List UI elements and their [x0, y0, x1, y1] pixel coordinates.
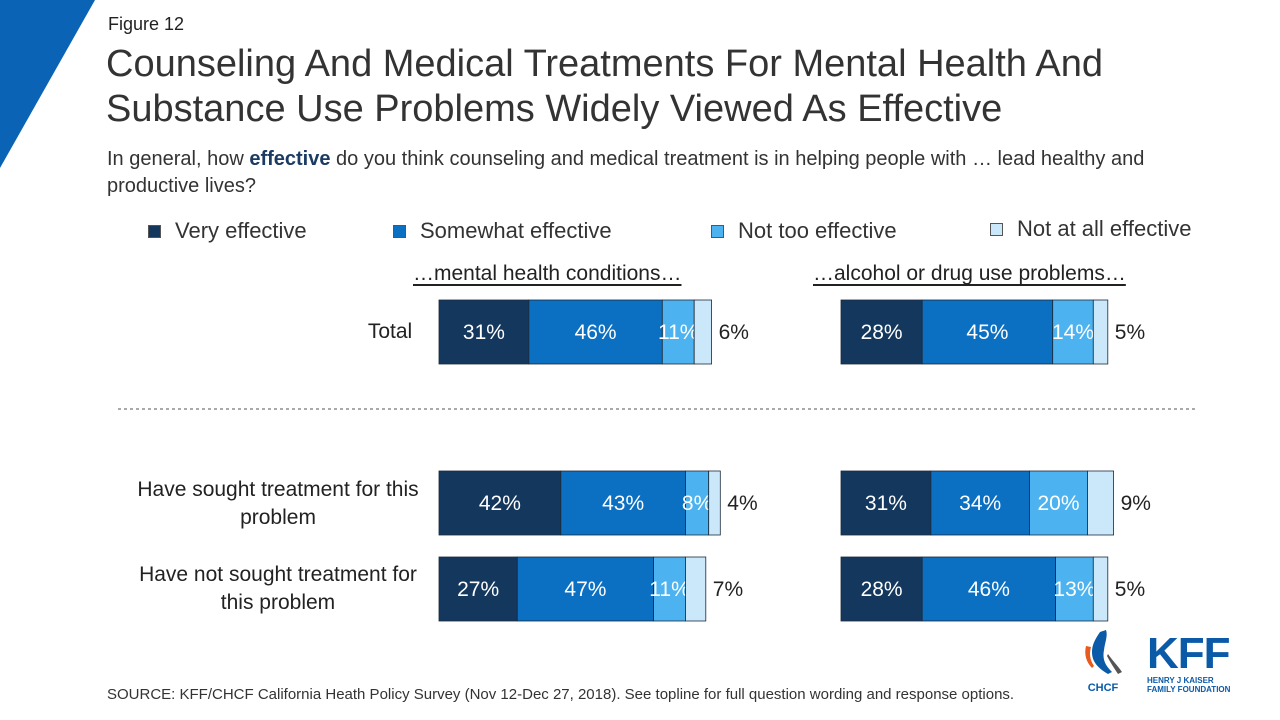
question-prefix: In general, how [107, 148, 250, 170]
bar-substance-row0-not-too [1052, 299, 1094, 365]
source-note: SOURCE: KFF/CHCF California Heath Policy… [107, 686, 1015, 703]
legend-swatch-very [148, 224, 161, 238]
bar-substance-row2-not-too [1055, 556, 1094, 622]
label-substance-row1-not-too: 20% [1037, 492, 1079, 515]
label-substance-row0-not-at-all: 5% [1115, 321, 1145, 344]
bar-substance-row1-somewhat [930, 470, 1030, 536]
legend-label-very: Very effective [175, 218, 307, 243]
bar-mental-row2-very [438, 556, 518, 622]
corner-decoration [0, 0, 95, 168]
bar-substance-row0-not-at-all [1092, 299, 1109, 365]
panel-title-mental-health: …mental health conditions… [413, 262, 682, 285]
label-substance-row0-very: 28% [861, 321, 903, 344]
panel-title-substance-use: …alcohol or drug use problems… [813, 262, 1126, 285]
question-suffix: do you think counseling and medical trea… [107, 148, 1145, 197]
label-substance-row1-somewhat: 34% [959, 492, 1001, 515]
bar-mental-row2-not-at-all [685, 556, 707, 622]
bar-mental-row0-not-too [661, 299, 695, 365]
legend-swatch-not-too [711, 224, 724, 238]
label-mental-row2-somewhat: 47% [564, 578, 606, 601]
bar-mental-row1-not-at-all [708, 470, 721, 536]
label-substance-row0-somewhat: 45% [966, 321, 1008, 344]
label-substance-row2-not-at-all: 5% [1115, 578, 1145, 601]
legend-somewhat-effective: Somewhat effective [393, 218, 612, 244]
legend-label-not-at-all: Not at all effective [1017, 216, 1192, 241]
legend-very-effective: Very effective [148, 218, 307, 244]
bar-substance-row1-very [840, 470, 932, 536]
label-mental-row0-somewhat: 46% [575, 321, 617, 344]
label-mental-row2-not-too: 11% [649, 578, 689, 601]
bar-mental-row2-somewhat [516, 556, 654, 622]
bar-substance-row1-not-too [1029, 470, 1088, 536]
label-mental-row1-somewhat: 43% [602, 492, 644, 515]
question-text: In general, how effective do you think c… [107, 146, 1207, 200]
legend-label-not-too: Not too effective [738, 218, 897, 243]
label-substance-row1-very: 31% [865, 492, 907, 515]
label-mental-row1-not-too: 8% [682, 492, 712, 515]
legend-not-at-all-effective: Not at all effective [990, 216, 1191, 242]
legend-swatch-somewhat [393, 224, 406, 238]
label-substance-row1-not-at-all: 9% [1121, 492, 1151, 515]
kff-logo-sub-1: HENRY J KAISER [1147, 676, 1214, 685]
bar-substance-row0-somewhat [921, 299, 1054, 365]
bar-substance-row1-not-at-all [1087, 470, 1115, 536]
label-mental-row1-not-at-all: 4% [727, 492, 757, 515]
figure-label: Figure 12 [108, 14, 185, 34]
bar-substance-row2-very [840, 556, 923, 622]
kff-logo: KFF HENRY J KAISER FAMILY FOUNDATION [1147, 629, 1239, 695]
bar-substance-row2-somewhat [921, 556, 1057, 622]
label-mental-row0-very: 31% [463, 321, 505, 344]
category-label-sought: Have sought treatment for this problem [137, 478, 419, 529]
bar-mental-row2-not-too [653, 556, 686, 622]
bar-mental-row0-very [438, 299, 530, 365]
label-mental-row0-not-too: 11% [658, 321, 698, 344]
label-mental-row1-very: 42% [479, 492, 521, 515]
label-mental-row2-very: 27% [457, 578, 499, 601]
legend-swatch-not-at-all [990, 222, 1003, 236]
chcf-logo: CHCF [1085, 630, 1122, 694]
bar-mental-row0-not-at-all [693, 299, 713, 365]
bar-mental-row1-somewhat [560, 470, 686, 536]
page-title: Counseling And Medical Treatments For Me… [106, 43, 1103, 130]
legend-label-somewhat: Somewhat effective [420, 218, 612, 243]
label-substance-row0-not-too: 14% [1052, 321, 1094, 344]
kff-logo-sub-2: FAMILY FOUNDATION [1147, 685, 1231, 694]
label-substance-row2-not-too: 13% [1053, 578, 1095, 601]
label-mental-row2-not-at-all: 7% [713, 578, 743, 601]
label-mental-row0-not-at-all: 6% [719, 321, 749, 344]
label-substance-row2-somewhat: 46% [968, 578, 1010, 601]
bar-substance-row0-very [840, 299, 923, 365]
category-label-not-sought: Have not sought treatment for this probl… [139, 563, 417, 614]
bar-mental-row0-somewhat [528, 299, 663, 365]
chcf-logo-text: CHCF [1088, 682, 1119, 694]
question-emphasis: effective [249, 148, 331, 170]
category-label-total: Total [367, 320, 413, 343]
legend-not-too-effective: Not too effective [711, 218, 897, 244]
label-substance-row2-very: 28% [861, 578, 903, 601]
kff-logo-text: KFF [1147, 629, 1231, 678]
bar-substance-row2-not-at-all [1092, 556, 1109, 622]
bar-mental-row1-very [438, 470, 562, 536]
